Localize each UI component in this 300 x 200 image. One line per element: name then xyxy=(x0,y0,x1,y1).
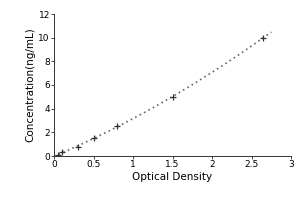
X-axis label: Optical Density: Optical Density xyxy=(132,172,213,182)
Point xyxy=(59,151,64,154)
Point xyxy=(115,125,120,128)
Y-axis label: Concentration(ng/mL): Concentration(ng/mL) xyxy=(26,28,36,142)
Point xyxy=(75,145,80,148)
Point xyxy=(56,153,60,156)
Point xyxy=(170,95,175,98)
Point xyxy=(91,137,96,140)
Point xyxy=(261,36,266,39)
